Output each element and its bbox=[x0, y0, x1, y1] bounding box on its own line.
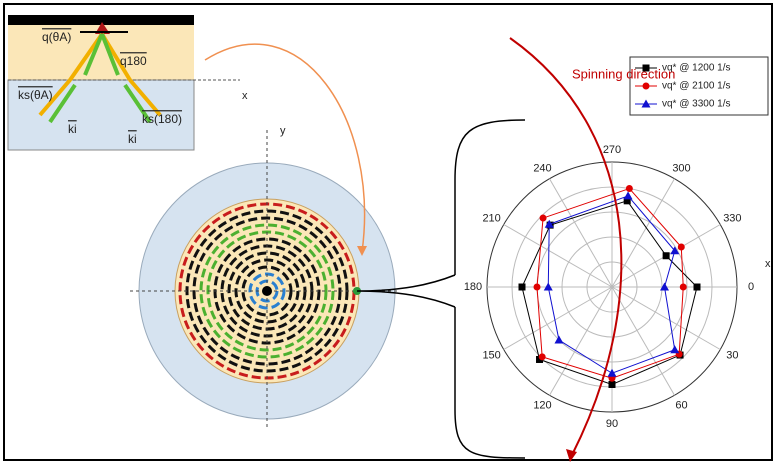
marker bbox=[642, 82, 650, 90]
legend-label: vq* @ 3300 1/s bbox=[662, 99, 731, 110]
inset-label: q(θA) bbox=[42, 30, 71, 44]
bracket bbox=[454, 119, 526, 459]
marker bbox=[679, 283, 687, 291]
marker bbox=[623, 197, 631, 205]
zoom-lines bbox=[356, 274, 456, 308]
spoke bbox=[611, 286, 721, 350]
polar-axis-label: x bbox=[765, 258, 771, 270]
spoke bbox=[549, 286, 613, 396]
marker bbox=[662, 252, 670, 260]
disk-label: y bbox=[280, 125, 286, 137]
theta-tick-label: 270 bbox=[603, 144, 621, 156]
theta-tick-label: 180 bbox=[464, 281, 482, 293]
marker bbox=[641, 99, 651, 108]
spoke bbox=[549, 178, 613, 288]
marker bbox=[544, 219, 554, 228]
spoke bbox=[503, 224, 613, 288]
marker bbox=[543, 282, 553, 291]
polar-chart: 0 30 60 90 120 150 180 210 240 270 300 330 vq* @ 120… bbox=[464, 56, 769, 430]
spoke bbox=[611, 178, 675, 288]
theta-tick-label: 60 bbox=[675, 400, 687, 412]
inset-label: q180 bbox=[120, 54, 147, 68]
marker bbox=[677, 243, 685, 251]
inset-label: ki bbox=[128, 132, 137, 146]
theta-tick-label: 90 bbox=[606, 418, 618, 430]
spoke bbox=[611, 286, 675, 396]
arrow-head bbox=[566, 449, 577, 462]
theta-tick-label: 150 bbox=[482, 349, 500, 361]
inset-label: ki bbox=[68, 122, 77, 136]
theta-tick-label: 120 bbox=[533, 400, 551, 412]
marker bbox=[536, 355, 544, 363]
marker bbox=[608, 381, 616, 388]
arrow-head bbox=[357, 246, 367, 256]
top-bar bbox=[8, 15, 194, 25]
theta-tick-label: 330 bbox=[723, 212, 741, 224]
marker bbox=[625, 185, 633, 193]
inset-arrows bbox=[38, 31, 162, 124]
marker bbox=[607, 368, 617, 377]
theta-tick-label: 300 bbox=[672, 162, 690, 174]
marker bbox=[539, 214, 547, 222]
inset-label: ks(θA) bbox=[18, 88, 53, 102]
legend-label: vq* @ 2100 1/s bbox=[662, 81, 731, 92]
theta-tick-label: 30 bbox=[726, 349, 738, 361]
inset-label: ks(180) bbox=[142, 112, 182, 126]
marker bbox=[693, 283, 701, 291]
inset-label: x bbox=[242, 90, 248, 102]
marker bbox=[518, 283, 526, 291]
marker bbox=[660, 282, 669, 291]
spoke bbox=[503, 286, 613, 350]
marker bbox=[538, 353, 546, 361]
theta-tick-label: 210 bbox=[482, 212, 500, 224]
center bbox=[262, 286, 272, 296]
spin-arrow bbox=[509, 37, 623, 456]
theta-tick-label: 240 bbox=[533, 162, 551, 174]
marker bbox=[670, 246, 680, 255]
annotation: Spinning direction bbox=[572, 66, 675, 81]
theta-tick-label: 0 bbox=[748, 281, 754, 293]
marker bbox=[554, 335, 564, 344]
marker bbox=[533, 283, 541, 291]
marker bbox=[642, 64, 650, 72]
marker bbox=[623, 191, 633, 200]
legend-label: vq* @ 1200 1/s bbox=[662, 63, 731, 74]
link-arrow bbox=[204, 43, 366, 253]
marker bbox=[670, 345, 680, 354]
